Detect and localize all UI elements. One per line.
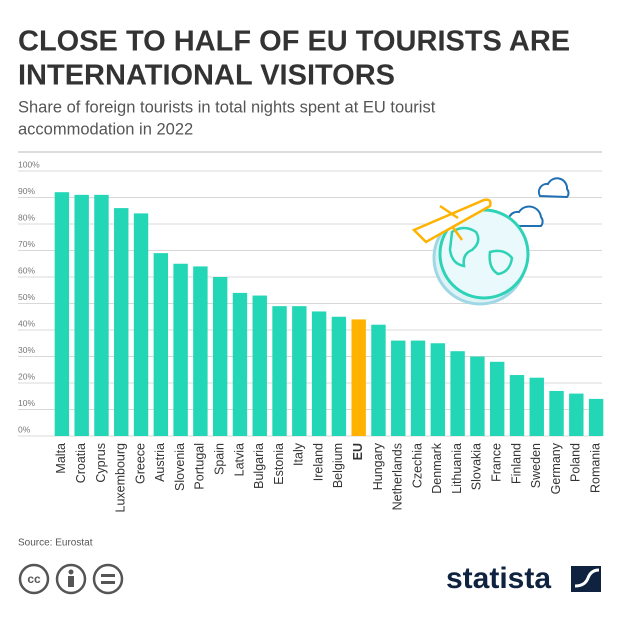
bar bbox=[509, 375, 525, 436]
x-tick-label: Lithuania bbox=[450, 443, 464, 494]
source: Source: Eurostat bbox=[18, 538, 93, 549]
y-tick-label: 50% bbox=[18, 292, 35, 302]
bar bbox=[252, 295, 267, 436]
x-tick-label: Hungary bbox=[371, 442, 385, 490]
by-body bbox=[68, 576, 74, 587]
bar bbox=[54, 192, 70, 436]
y-tick-label: 20% bbox=[18, 371, 35, 381]
bar bbox=[153, 253, 169, 436]
x-tick-label: Austria bbox=[153, 443, 167, 482]
x-tick-label: EU bbox=[351, 443, 365, 460]
x-tick-label: France bbox=[489, 443, 503, 482]
x-tick-label: Ireland bbox=[311, 443, 325, 481]
bar bbox=[391, 340, 406, 436]
x-tick-label: Czechia bbox=[410, 443, 424, 488]
bar bbox=[292, 306, 307, 436]
bar bbox=[311, 311, 327, 436]
illustration bbox=[411, 177, 570, 306]
bar bbox=[410, 340, 426, 436]
plane bbox=[411, 198, 492, 244]
x-tick-label: Luxembourg bbox=[114, 443, 128, 513]
nd-bar bbox=[101, 581, 115, 584]
bar bbox=[212, 277, 228, 436]
x-tick-label: Bulgaria bbox=[252, 443, 266, 489]
y-tick-label: 90% bbox=[18, 186, 35, 196]
cc-icon bbox=[18, 563, 50, 595]
bar bbox=[470, 356, 485, 436]
bar bbox=[489, 361, 505, 436]
bar bbox=[272, 306, 287, 436]
bar bbox=[114, 208, 129, 436]
x-tick-label: Slovenia bbox=[173, 443, 187, 491]
x-tick-label: Finland bbox=[509, 443, 523, 484]
y-tick-label: 60% bbox=[18, 265, 35, 275]
x-tick-label: Poland bbox=[569, 443, 583, 482]
nd-bar bbox=[101, 574, 115, 577]
x-tick-label: Romania bbox=[588, 443, 602, 493]
x-tick-label: Latvia bbox=[232, 443, 246, 476]
nd-icon bbox=[92, 563, 124, 595]
brand-mark-wave bbox=[574, 568, 600, 588]
continents bbox=[448, 226, 514, 276]
bar bbox=[173, 263, 188, 436]
x-tick-label: Cyprus bbox=[94, 443, 108, 483]
y-tick-label: 80% bbox=[18, 212, 35, 222]
cc-text: cc bbox=[27, 572, 41, 586]
x-tick-label: Greece bbox=[133, 443, 147, 484]
x-tick-label: Italy bbox=[292, 442, 306, 466]
y-tick-label: 70% bbox=[18, 239, 35, 249]
bar bbox=[74, 194, 89, 436]
by-head bbox=[68, 569, 74, 575]
y-tick-label: 40% bbox=[18, 318, 35, 328]
bar bbox=[569, 393, 584, 436]
bar bbox=[331, 316, 347, 436]
x-tick-label: Netherlands bbox=[391, 443, 405, 510]
x-tick-label: Sweden bbox=[529, 443, 543, 488]
x-tick-label: Slovakia bbox=[470, 443, 484, 490]
x-tick-label: Estonia bbox=[272, 443, 286, 485]
subtitle-line: Share of foreign tourists in total night… bbox=[18, 98, 436, 116]
bar bbox=[232, 292, 248, 436]
x-tick-label: Portugal bbox=[193, 443, 207, 490]
bar bbox=[549, 390, 564, 436]
title-line: CLOSE TO HALF OF EU TOURISTS ARE bbox=[18, 26, 570, 58]
bar bbox=[133, 213, 149, 436]
x-tick-label: Malta bbox=[54, 443, 68, 474]
cloud bbox=[537, 177, 570, 199]
bar bbox=[430, 343, 446, 436]
x-tick-label: Croatia bbox=[74, 443, 88, 483]
bar bbox=[94, 194, 109, 436]
brand-logo: statista bbox=[446, 562, 551, 595]
by-icon bbox=[55, 563, 87, 595]
license-icons: cc bbox=[18, 563, 124, 595]
title-line: INTERNATIONAL VISITORS bbox=[18, 60, 395, 92]
cloud bbox=[507, 205, 544, 227]
y-tick-label: 10% bbox=[18, 398, 35, 408]
bar bbox=[529, 377, 544, 436]
x-tick-label: Spain bbox=[212, 443, 226, 475]
y-tick-label: 0% bbox=[18, 424, 31, 434]
x-tick-label: Belgium bbox=[331, 443, 345, 488]
y-tick-label: 100% bbox=[18, 159, 40, 169]
bar bbox=[450, 351, 465, 436]
y-tick-label: 30% bbox=[18, 345, 35, 355]
x-tick-label: Germany bbox=[549, 442, 563, 494]
subtitle-line: accommodation in 2022 bbox=[18, 120, 193, 138]
bar bbox=[351, 319, 366, 436]
bar bbox=[193, 266, 208, 436]
bar bbox=[588, 398, 604, 436]
bar bbox=[371, 324, 386, 436]
x-tick-label: Denmark bbox=[430, 442, 444, 493]
